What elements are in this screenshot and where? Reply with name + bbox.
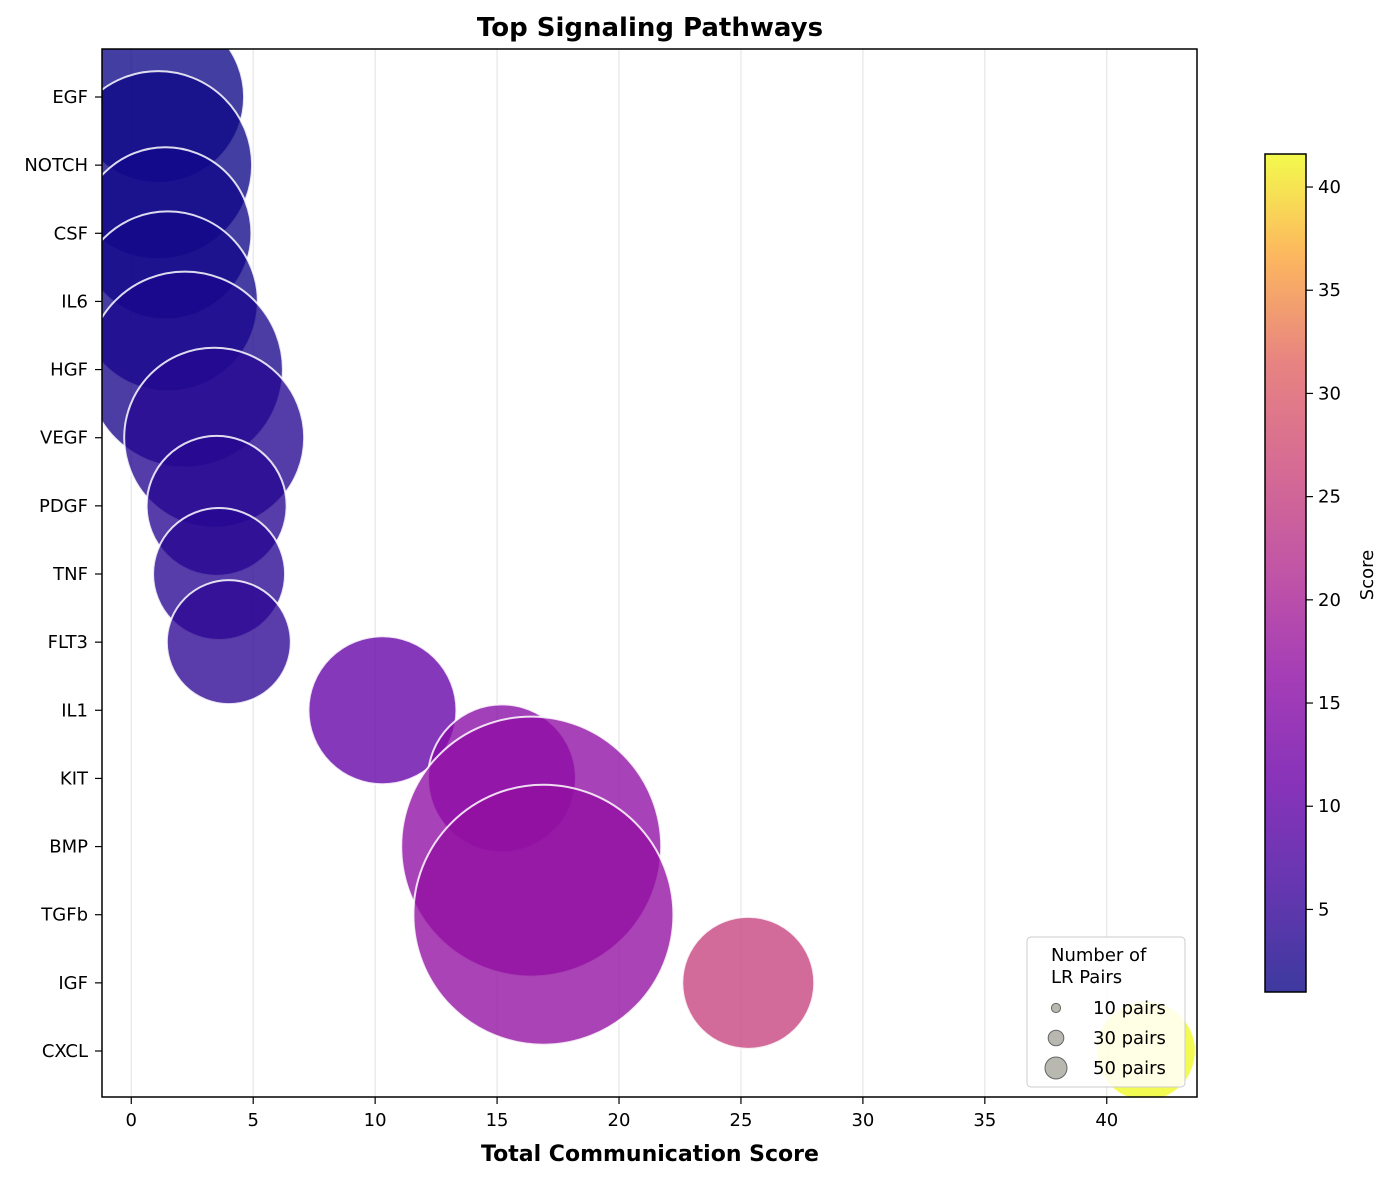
- colorbar-tick-label: 15: [1318, 693, 1341, 714]
- y-tick-label: IGF: [58, 973, 88, 994]
- y-tick-label: VEGF: [40, 428, 88, 449]
- colorbar-tick-label: 10: [1318, 796, 1341, 817]
- y-tick-label: CXCL: [42, 1041, 88, 1062]
- legend-entry-label: 50 pairs: [1093, 1058, 1166, 1079]
- colorbar-frame: [1264, 153, 1307, 993]
- legend-entry-label: 10 pairs: [1093, 998, 1166, 1019]
- colorbar-tick-label: 25: [1318, 487, 1341, 508]
- colorbar-tick-label: 5: [1318, 899, 1329, 920]
- chart-title: Top Signaling Pathways: [477, 13, 823, 43]
- x-axis-ticks: 0 5 10 15 20 25 30 35 40: [126, 1097, 1118, 1131]
- colorbar-tick-label: 35: [1318, 280, 1341, 301]
- colorbar-tick-label: 40: [1318, 177, 1341, 198]
- y-tick-label: TNF: [52, 564, 88, 585]
- grid-lines: [130, 49, 1108, 1097]
- x-tick-label: 5: [247, 1110, 258, 1131]
- y-axis-ticks: EGF NOTCH CSF IL6 HGF VEGF PDGF TNF FLT3 IL1 KIT BM…: [24, 87, 102, 1062]
- x-tick-label: 20: [608, 1110, 631, 1131]
- legend-marker: [1050, 1002, 1062, 1014]
- legend-box: [1026, 936, 1186, 1088]
- bubble-flt3: [165, 579, 292, 706]
- legend-entry-label: 30 pairs: [1093, 1028, 1166, 1049]
- bubble-igf: [681, 915, 816, 1050]
- y-tick-label: PDGF: [39, 496, 88, 517]
- y-tick-label: IL6: [61, 291, 88, 312]
- y-tick-label: IL1: [61, 700, 88, 721]
- x-tick-label: 35: [973, 1110, 996, 1131]
- legend-marker: [1047, 1029, 1065, 1047]
- colorbar-tick-label: 30: [1318, 383, 1341, 404]
- y-tick-label: TGFb: [40, 905, 88, 926]
- colorbar-tick-label: 20: [1318, 590, 1341, 611]
- colorbar-gradient: [1265, 154, 1306, 992]
- y-tick-label: NOTCH: [24, 155, 88, 176]
- bubble-tgfb: [412, 783, 675, 1046]
- size-legend: Number of LR Pairs 10 pairs 30 pairs 50 pa…: [1026, 936, 1186, 1088]
- x-tick-label: 0: [126, 1110, 137, 1131]
- x-tick-label: 40: [1095, 1110, 1118, 1131]
- legend-marker: [1044, 1056, 1068, 1080]
- y-tick-label: BMP: [49, 837, 88, 858]
- colorbar: Score 5 10 15 20 25 30 35 40: [1264, 153, 1378, 993]
- legend-title-line2: LR Pairs: [1051, 967, 1122, 988]
- x-tick-label: 10: [364, 1110, 387, 1131]
- y-tick-label: HGF: [50, 360, 88, 381]
- legend-title-line1: Number of: [1051, 945, 1147, 966]
- y-tick-label: CSF: [54, 223, 88, 244]
- bubble-layer: [102, 49, 1197, 1097]
- x-tick-label: 25: [730, 1110, 753, 1131]
- colorbar-label: Score: [1357, 550, 1378, 600]
- y-tick-label: EGF: [52, 87, 88, 108]
- x-axis-label: Total Communication Score: [481, 1142, 819, 1167]
- x-tick-label: 30: [851, 1110, 874, 1131]
- y-tick-label: FLT3: [48, 632, 88, 653]
- plot-frame: [101, 48, 1198, 1098]
- x-tick-label: 15: [486, 1110, 509, 1131]
- y-tick-label: KIT: [60, 768, 89, 789]
- bubble-il1: [307, 635, 458, 786]
